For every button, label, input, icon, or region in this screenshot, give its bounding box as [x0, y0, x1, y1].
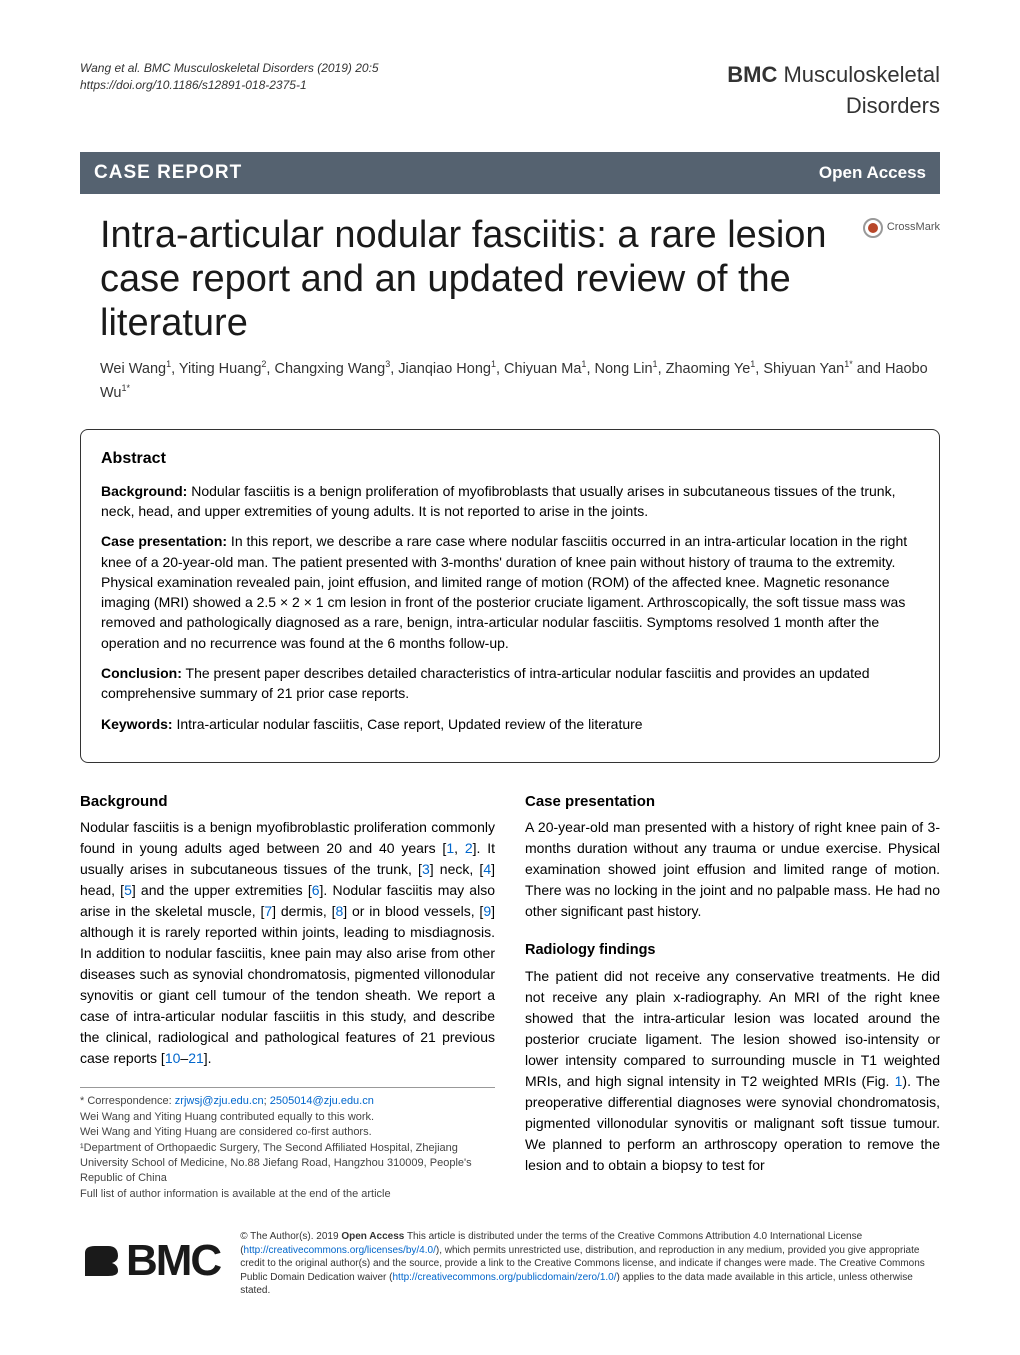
background-body: Nodular fasciitis is a benign myofibrobl… — [80, 817, 495, 1069]
ref-4[interactable]: 4 — [483, 861, 491, 877]
bmc-text: BMC — [126, 1230, 220, 1292]
cc0-link[interactable]: http://creativecommons.org/publicdomain/… — [393, 1272, 617, 1283]
background-heading: Background — [80, 791, 495, 814]
affiliation-1: ¹Department of Orthopaedic Surgery, The … — [80, 1141, 495, 1187]
citation-block: Wang et al. BMC Musculoskeletal Disorder… — [80, 60, 379, 94]
equal-contrib: Wei Wang and Yiting Huang contributed eq… — [80, 1110, 495, 1125]
ref-5[interactable]: 5 — [124, 882, 132, 898]
cofirst-authors: Wei Wang and Yiting Huang are considered… — [80, 1125, 495, 1140]
abstract-keywords: Keywords: Intra-articular nodular fascii… — [101, 714, 919, 734]
cc-by-link[interactable]: http://creativecommons.org/licenses/by/4… — [244, 1245, 436, 1256]
ref-3[interactable]: 3 — [422, 861, 430, 877]
correspondence-block: * Correspondence: zrjwsj@zju.edu.cn; 250… — [80, 1087, 495, 1202]
case-label: Case presentation: — [101, 533, 227, 549]
journal-sub: Disorders — [727, 91, 940, 122]
ref-9[interactable]: 9 — [483, 903, 491, 919]
ref-10[interactable]: 10 — [165, 1050, 181, 1066]
correspondence-emails: * Correspondence: zrjwsj@zju.edu.cn; 250… — [80, 1094, 495, 1109]
case-text: In this report, we describe a rare case … — [101, 533, 907, 650]
abstract-case: Case presentation: In this report, we de… — [101, 531, 919, 653]
bmc-logo: BMC — [80, 1230, 220, 1292]
keywords-label: Keywords: — [101, 716, 173, 732]
ref-7[interactable]: 7 — [264, 903, 272, 919]
ref-2[interactable]: 2 — [465, 840, 473, 856]
citation: Wang et al. BMC Musculoskeletal Disorder… — [80, 60, 379, 77]
email-2[interactable]: 2505014@zju.edu.cn — [270, 1095, 374, 1107]
conclusion-text: The present paper describes detailed cha… — [101, 665, 870, 701]
email-1[interactable]: zrjwsj@zju.edu.cn — [175, 1095, 264, 1107]
background-text: Nodular fasciitis is a benign proliferat… — [101, 483, 896, 519]
article-type-banner: CASE REPORT Open Access — [80, 152, 940, 195]
body-columns: Background Nodular fasciitis is a benign… — [80, 789, 940, 1202]
license-text: © The Author(s). 2019 Open Access This a… — [240, 1230, 940, 1298]
page-header: Wang et al. BMC Musculoskeletal Disorder… — [80, 60, 940, 122]
page-footer: BMC © The Author(s). 2019 Open Access Th… — [80, 1230, 940, 1298]
case-presentation-heading: Case presentation — [525, 791, 940, 814]
radiology-body: The patient did not receive any conserva… — [525, 966, 940, 1176]
bmc-icon — [80, 1241, 120, 1281]
ref-1[interactable]: 1 — [446, 840, 454, 856]
journal-name: BMC Musculoskeletal — [727, 60, 940, 91]
radiology-heading: Radiology findings — [525, 940, 940, 962]
doi: https://doi.org/10.1186/s12891-018-2375-… — [80, 77, 379, 94]
author-info-note: Full list of author information is avail… — [80, 1187, 495, 1202]
open-access-bold: Open Access — [341, 1231, 404, 1242]
abstract-heading: Abstract — [101, 448, 919, 470]
article-type: CASE REPORT — [94, 160, 242, 187]
ref-6[interactable]: 6 — [312, 882, 320, 898]
open-access-label: Open Access — [819, 161, 926, 185]
authors-list: Wei Wang1, Yiting Huang2, Changxing Wang… — [100, 357, 940, 405]
abstract-box: Abstract Background: Nodular fasciitis i… — [80, 429, 940, 763]
conclusion-label: Conclusion: — [101, 665, 182, 681]
left-column: Background Nodular fasciitis is a benign… — [80, 789, 495, 1202]
article-title: Intra-articular nodular fasciitis: a rar… — [100, 214, 853, 345]
abstract-conclusion: Conclusion: The present paper describes … — [101, 663, 919, 704]
crossmark-badge[interactable]: CrossMark — [863, 218, 940, 238]
journal-brand: BMC Musculoskeletal Disorders — [727, 60, 940, 122]
ref-21[interactable]: 21 — [188, 1050, 204, 1066]
journal-main: Musculoskeletal — [777, 62, 940, 87]
right-column: Case presentation A 20-year-old man pres… — [525, 789, 940, 1202]
journal-prefix: BMC — [727, 62, 777, 87]
background-label: Background: — [101, 483, 187, 499]
crossmark-icon — [863, 218, 883, 238]
keywords-text: Intra-articular nodular fasciitis, Case … — [173, 716, 643, 732]
crossmark-label: CrossMark — [887, 220, 940, 235]
abstract-background: Background: Nodular fasciitis is a benig… — [101, 481, 919, 522]
case-presentation-body: A 20-year-old man presented with a histo… — [525, 817, 940, 922]
